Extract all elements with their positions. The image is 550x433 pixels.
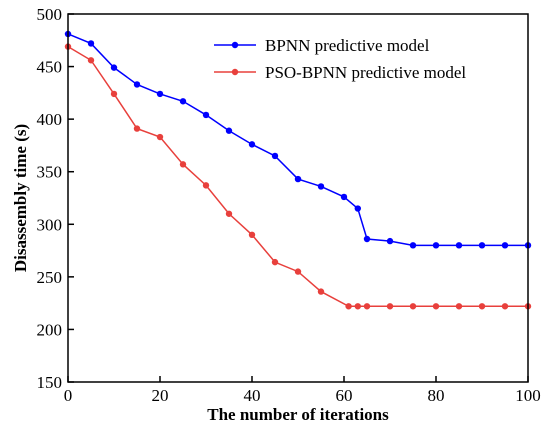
x-tick-label: 0 [64, 386, 73, 405]
data-point [386, 303, 394, 310]
data-point [133, 125, 141, 132]
data-point [455, 242, 463, 249]
x-tick-label: 20 [152, 386, 169, 405]
legend-marker [231, 68, 239, 76]
data-point [110, 90, 118, 98]
data-point [345, 303, 352, 310]
legend-label: PSO-BPNN predictive model [265, 63, 466, 82]
x-tick-label: 40 [244, 386, 261, 405]
legend-item: BPNN predictive model [214, 36, 430, 55]
series-line [67, 45, 528, 308]
data-point [432, 242, 440, 249]
data-point [455, 303, 463, 310]
data-point [156, 90, 164, 98]
data-point [202, 182, 210, 189]
data-point [133, 81, 141, 88]
legend-item: PSO-BPNN predictive model [214, 63, 466, 82]
data-point [501, 303, 509, 310]
data-point [110, 64, 118, 71]
data-point [340, 193, 348, 201]
y-axis-title: Disassembly time (s) [11, 124, 30, 272]
data-point [179, 161, 187, 168]
data-point [317, 288, 325, 295]
data-point [225, 127, 233, 134]
data-point [156, 133, 164, 141]
data-point [248, 141, 256, 148]
data-point [363, 303, 371, 310]
data-point [354, 303, 361, 310]
data-point [179, 98, 187, 105]
plot-frame [67, 13, 529, 383]
y-tick-label: 300 [37, 215, 63, 234]
data-point [478, 303, 486, 310]
y-tick-label: 450 [37, 58, 63, 77]
y-tick-label: 400 [37, 110, 63, 129]
data-point [317, 183, 325, 190]
data-point [248, 231, 256, 238]
data-point [409, 303, 417, 310]
x-tick-label: 60 [336, 386, 353, 405]
data-point [354, 205, 361, 212]
data-point [271, 258, 279, 266]
data-point [363, 235, 371, 243]
y-tick-label: 200 [37, 320, 63, 339]
series-line [67, 33, 528, 247]
y-tick-label: 150 [37, 373, 63, 392]
ticks-layer: 0 20 40 60 80 100 150 200 250 300 350 400 450 500 [37, 5, 541, 405]
y-tick-label: 350 [37, 163, 63, 182]
series-1 [64, 30, 532, 249]
data-point [478, 242, 486, 249]
legend: BPNN predictive model PSO-BPNN predictive… [214, 36, 466, 82]
data-point [432, 303, 440, 310]
y-tick-label: 500 [37, 5, 63, 24]
data-point [202, 111, 210, 119]
data-point [294, 175, 302, 183]
data-point [409, 242, 417, 249]
y-tick-label: 250 [37, 268, 63, 287]
x-axis-title: The number of iterations [207, 405, 389, 424]
x-tick-label: 80 [428, 386, 445, 405]
data-point [225, 210, 233, 217]
data-point [294, 268, 302, 275]
data-point [87, 40, 95, 47]
data-point [501, 242, 509, 249]
x-tick-label: 100 [515, 386, 541, 405]
legend-marker [231, 41, 239, 49]
data-point [386, 237, 394, 245]
data-point [271, 152, 279, 160]
legend-label: BPNN predictive model [265, 36, 430, 55]
data-point [87, 57, 95, 64]
